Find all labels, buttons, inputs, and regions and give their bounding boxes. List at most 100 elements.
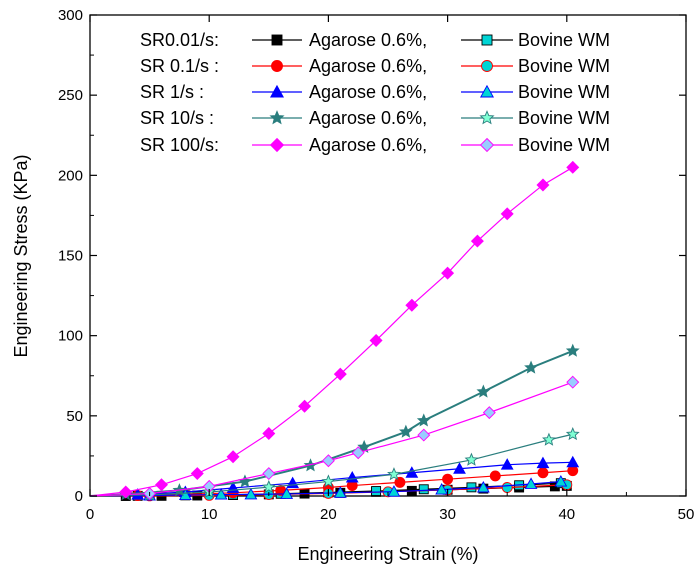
- ticks-layer: 0 10 20 30 40 50 0 50 100 150 200 250 300: [58, 7, 694, 523]
- legend-rate-label: SR 10/s :: [140, 108, 214, 128]
- legend-rate-label: SR 1/s :: [140, 82, 204, 102]
- data-point: [482, 406, 496, 420]
- legend-material-label: Agarose 0.6%,: [309, 56, 427, 76]
- data-point: [387, 485, 401, 497]
- legend-material-label: Bovine WM: [518, 82, 610, 102]
- series-agarose-rate-4: [89, 160, 580, 499]
- data-point: [405, 466, 419, 478]
- data-point: [214, 488, 228, 500]
- legend-material-label: Agarose 0.6%,: [309, 30, 427, 50]
- data-point: [269, 84, 285, 98]
- y-axis-title: Engineering Stress (KPa): [11, 154, 31, 357]
- data-point: [119, 485, 133, 499]
- data-point: [442, 473, 454, 485]
- data-point: [566, 160, 580, 174]
- data-point: [351, 446, 365, 460]
- legend-material-label: Bovine WM: [518, 30, 610, 50]
- data-point: [524, 360, 538, 374]
- data-point: [565, 427, 580, 441]
- data-point: [566, 455, 580, 468]
- x-tick-label: 10: [201, 506, 218, 523]
- legend: SR0.01/s: Agarose 0.6%, Bovine WM SR 0.1/s …: [140, 30, 610, 155]
- data-point: [479, 110, 495, 125]
- data-point: [566, 375, 580, 389]
- data-point: [369, 333, 383, 347]
- legend-row: SR0.01/s: Agarose 0.6%, Bovine WM: [140, 30, 610, 50]
- data-point: [500, 458, 514, 470]
- series-bovine-rate-2: [89, 475, 568, 501]
- data-point: [536, 178, 550, 192]
- data-point: [476, 384, 491, 398]
- y-tick-label: 250: [58, 87, 83, 104]
- legend-row: SR 0.1/s : Agarose 0.6%, Bovine WM: [140, 56, 610, 76]
- x-tick-label: 50: [678, 506, 695, 523]
- data-point: [155, 478, 169, 492]
- data-point: [524, 477, 538, 489]
- data-point: [244, 487, 258, 500]
- data-point: [269, 110, 285, 125]
- data-point: [262, 426, 276, 440]
- legend-material-label: Bovine WM: [518, 108, 610, 128]
- data-point: [269, 137, 285, 153]
- data-point: [453, 462, 466, 474]
- data-point: [190, 467, 204, 481]
- x-tick-label: 30: [439, 506, 456, 523]
- data-point: [262, 467, 276, 481]
- x-tick-label: 20: [320, 506, 337, 523]
- legend-row: SR 1/s : Agarose 0.6%, Bovine WM: [140, 82, 610, 102]
- data-point: [565, 343, 580, 357]
- data-point: [481, 60, 493, 72]
- data-point: [481, 34, 493, 46]
- legend-rate-label: SR 100/s:: [140, 135, 219, 155]
- data-point: [435, 483, 449, 495]
- series-line: [89, 480, 561, 497]
- legend-rate-label: SR 0.1/s :: [140, 56, 219, 76]
- data-point: [298, 399, 312, 413]
- legend-material-label: Bovine WM: [518, 135, 610, 155]
- data-point: [321, 474, 336, 488]
- data-point: [371, 486, 382, 496]
- data-point: [394, 476, 406, 488]
- legend-rate-label: SR0.01/s:: [140, 30, 219, 50]
- y-tick-label: 300: [58, 7, 83, 24]
- data-point: [501, 482, 513, 493]
- y-tick-label: 100: [58, 328, 83, 345]
- data-point: [470, 234, 484, 248]
- series-bovine-rate-3: [89, 427, 580, 501]
- y-tick-label: 0: [75, 488, 83, 505]
- data-point: [479, 84, 495, 98]
- data-point: [387, 467, 401, 481]
- data-point: [416, 413, 431, 427]
- x-tick-label: 0: [86, 506, 94, 523]
- series-line: [89, 166, 574, 497]
- data-point: [476, 480, 490, 493]
- legend-row: SR 10/s : Agarose 0.6%, Bovine WM: [140, 108, 610, 128]
- data-point: [271, 60, 283, 72]
- data-point: [542, 432, 556, 446]
- data-point: [489, 470, 501, 482]
- series-bovine-rate-4: [89, 375, 580, 501]
- data-point: [333, 367, 347, 381]
- data-point: [238, 474, 252, 488]
- data-point: [357, 439, 372, 453]
- y-tick-label: 150: [58, 248, 83, 265]
- data-point: [464, 452, 479, 466]
- x-tick-label: 40: [558, 506, 575, 523]
- data-point: [536, 456, 550, 469]
- legend-material-label: Agarose 0.6%,: [309, 135, 427, 155]
- data-point: [417, 428, 431, 442]
- x-axis-title: Engineering Strain (%): [297, 544, 478, 564]
- legend-material-label: Agarose 0.6%,: [309, 108, 427, 128]
- series-layer: [89, 160, 580, 502]
- data-point: [321, 454, 335, 468]
- legend-row: SR 100/s: Agarose 0.6%, Bovine WM: [140, 135, 610, 155]
- y-tick-label: 50: [66, 408, 83, 425]
- data-point: [261, 479, 276, 494]
- data-point: [479, 137, 495, 153]
- data-point: [500, 207, 514, 221]
- data-point: [554, 475, 568, 487]
- data-point: [537, 467, 549, 479]
- data-point: [333, 486, 347, 498]
- data-point: [441, 266, 455, 280]
